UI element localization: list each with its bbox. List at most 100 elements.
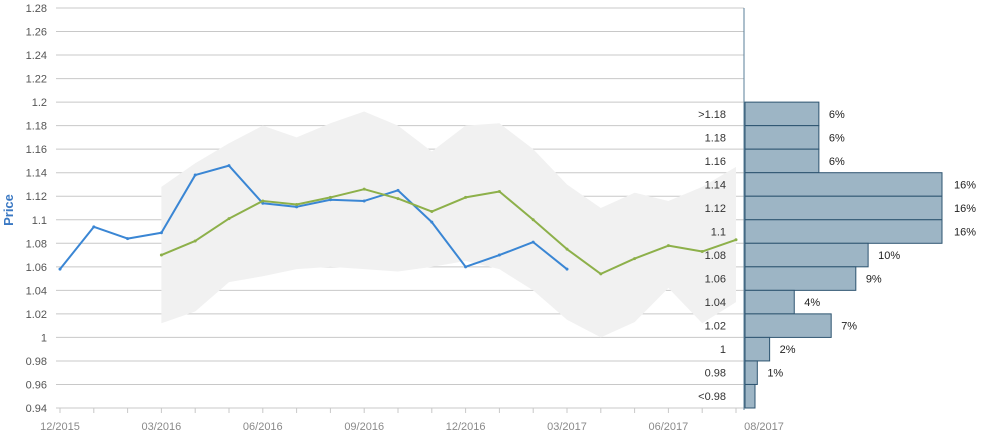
histogram-category-label: 1.14: [705, 179, 726, 191]
band-area: [161, 111, 736, 338]
series-1-point: [159, 231, 163, 235]
histogram-value-label: 16%: [954, 179, 976, 191]
y-axis-label: Price: [1, 194, 16, 226]
y-tick-label: 1.2: [32, 97, 47, 109]
histogram-bar: [744, 266, 857, 291]
series-1-point: [193, 173, 197, 177]
series-1-point: [464, 265, 468, 269]
histogram-bar: [744, 219, 943, 244]
histogram-bar: [744, 172, 943, 197]
histogram-bar: [744, 383, 756, 409]
series-2-point: [497, 190, 501, 194]
series-1-point: [295, 205, 299, 209]
x-tick-label: 09/2016: [344, 421, 384, 433]
histogram-category-label: 1.02: [705, 321, 726, 333]
y-tick-label: 1.22: [26, 74, 47, 86]
histogram-category-label: 1.18: [705, 132, 726, 144]
series-2-point: [159, 253, 163, 257]
series-2-point: [430, 210, 434, 214]
series-2-point: [666, 244, 670, 248]
histogram-value-label: 4%: [804, 297, 820, 309]
series-2-point: [227, 217, 231, 221]
histogram-value-label: 6%: [829, 156, 845, 168]
histogram-bar: [744, 242, 869, 268]
series-1-point: [531, 240, 535, 244]
y-tick-label: 1.08: [26, 238, 47, 250]
series-1-point: [430, 220, 434, 224]
y-tick-label: 0.96: [26, 379, 47, 391]
y-tick-label: 1.16: [26, 144, 47, 156]
x-tick-label: 03/2016: [142, 421, 182, 433]
y-tick-label: 0.98: [26, 356, 47, 368]
series-1-point: [497, 253, 501, 257]
histogram-bar: [744, 360, 758, 385]
series-1-point: [328, 198, 332, 202]
series-2-point: [295, 202, 299, 206]
series-2-point: [599, 272, 603, 276]
y-tick-label: 0.94: [26, 403, 47, 415]
histogram-category-label: 0.98: [705, 368, 726, 380]
histogram-category-label: 1.1: [711, 227, 726, 239]
series-2-point: [633, 257, 637, 261]
price-series: [58, 164, 738, 276]
x-tick-label: 06/2016: [243, 421, 283, 433]
histogram-category-label: 1.04: [705, 297, 726, 309]
y-tick-label: 1.02: [26, 309, 47, 321]
series-2-point: [734, 238, 738, 242]
histogram-category-label: >1.18: [698, 109, 726, 121]
series-1-point: [58, 267, 62, 271]
series-1-point: [92, 225, 96, 229]
y-tick-label: 1.28: [26, 3, 47, 15]
series-line-2: [161, 188, 737, 275]
series-1-point: [227, 164, 231, 168]
series-2-point: [261, 199, 265, 203]
series-1-point: [396, 188, 400, 192]
x-tick-label: 06/2017: [649, 421, 689, 433]
histogram-category-label: <0.98: [698, 391, 726, 403]
distribution-bars: >1.18 6% 1.18 6% 1.16 6% 1.14 16% 1.12 16% 1.1 16% 1…: [698, 101, 976, 409]
series-2-point: [700, 250, 704, 254]
y-tick-label: 1.06: [26, 262, 47, 274]
histogram-value-label: 7%: [841, 321, 857, 333]
series-1-point: [126, 237, 130, 241]
histogram-bar: [744, 289, 795, 315]
histogram-category-label: 1.08: [705, 250, 726, 262]
series-2-point: [396, 197, 400, 201]
histogram-value-label: 16%: [954, 227, 976, 239]
confidence-band: [161, 111, 736, 338]
x-tick-label: 12/2015: [40, 421, 80, 433]
histogram-bar: [744, 148, 820, 174]
histogram-value-label: 6%: [829, 132, 845, 144]
series-2-point: [328, 195, 332, 199]
histogram-category-label: 1: [720, 344, 726, 356]
histogram-bar: [744, 313, 832, 338]
y-tick-label: 1.12: [26, 191, 47, 203]
series-1-point: [261, 201, 265, 205]
series-2-point: [362, 187, 366, 191]
y-tick-label: 1.1: [32, 215, 47, 227]
histogram-category-label: 1.16: [705, 156, 726, 168]
x-tick-label: 03/2017: [547, 421, 587, 433]
histogram-bar: [744, 195, 943, 221]
histogram-value-label: 16%: [954, 203, 976, 215]
histogram-category-label: 1.06: [705, 274, 726, 286]
y-tick-label: 1: [41, 332, 47, 344]
histogram-value-label: 6%: [829, 109, 845, 121]
histogram-value-label: 9%: [866, 274, 882, 286]
y-axis-ticks: 1.28 1.26 1.24 1.22 1.2 1.18 1.16 1.14 1.12 1.1 1.…: [26, 3, 47, 415]
histogram-value-label: 10%: [878, 250, 900, 262]
histogram-bar: [744, 125, 820, 150]
series-1-point: [565, 267, 569, 271]
y-tick-label: 1.14: [26, 168, 47, 180]
histogram-value-label: 2%: [780, 344, 796, 356]
series-line-1: [59, 164, 568, 270]
x-axis-ticks: 12/2015 03/2016 06/2016 09/2016 12/2016 03/20…: [40, 421, 784, 433]
histogram-bar: [744, 101, 820, 127]
y-tick-label: 1.04: [26, 285, 47, 297]
series-2-point: [565, 247, 569, 251]
series-2-point: [193, 239, 197, 243]
histogram-category-label: 1.12: [705, 203, 726, 215]
y-tick-label: 1.26: [26, 27, 47, 39]
y-tick-label: 1.24: [26, 50, 47, 62]
